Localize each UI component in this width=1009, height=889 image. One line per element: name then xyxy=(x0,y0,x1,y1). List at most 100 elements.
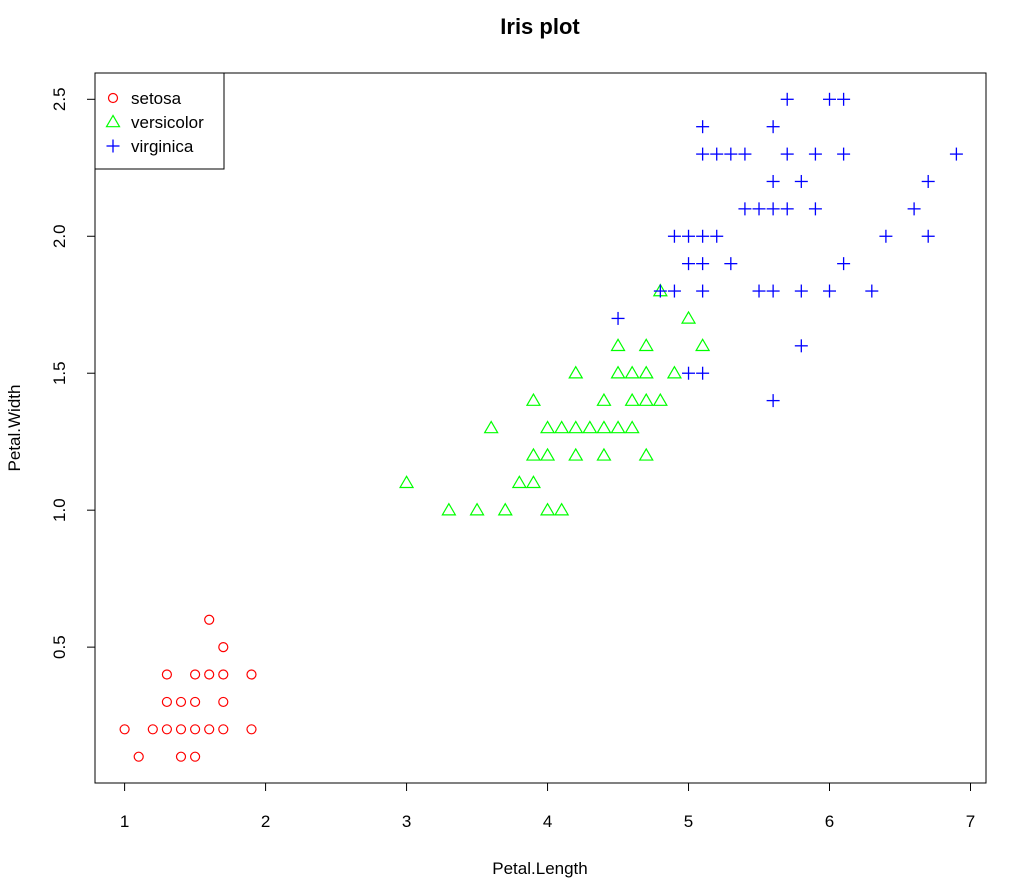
virginica-point xyxy=(724,257,738,271)
versicolor-point xyxy=(638,392,654,406)
versicolor-point xyxy=(540,502,556,516)
versicolor-point xyxy=(680,310,697,324)
versicolor-point xyxy=(624,365,640,379)
virginica-point xyxy=(766,174,780,188)
virginica-point xyxy=(823,92,837,106)
setosa-point xyxy=(189,751,201,762)
versicolor-point xyxy=(610,338,626,352)
x-axis: 1 2 3 4 5 6 7 xyxy=(120,782,975,831)
versicolor-point xyxy=(624,392,640,406)
versicolor-point xyxy=(554,502,570,516)
legend: setosa versicolor virginica xyxy=(94,72,225,170)
virginica-point xyxy=(921,174,935,188)
legend-marker-virginica xyxy=(106,139,120,153)
versicolor-point xyxy=(638,447,654,461)
setosa-point xyxy=(189,669,201,680)
virginica-point xyxy=(696,257,710,271)
versicolor-point xyxy=(568,420,584,434)
setosa-point xyxy=(204,724,215,735)
virginica-point xyxy=(780,92,794,106)
virginica-point xyxy=(837,92,851,106)
virginica-point xyxy=(667,229,681,243)
x-tick-label: 6 xyxy=(825,812,834,831)
setosa-point xyxy=(175,751,187,762)
chart-title: Iris plot xyxy=(500,14,580,39)
virginica-point xyxy=(682,229,696,243)
legend-marker-versicolor xyxy=(105,114,121,128)
virginica-point xyxy=(738,202,752,216)
versicolor-point xyxy=(525,475,541,489)
x-tick-label: 1 xyxy=(120,812,129,831)
legend-label-setosa: setosa xyxy=(131,89,182,108)
setosa-point xyxy=(218,724,229,735)
versicolor-point xyxy=(540,447,556,461)
versicolor-point xyxy=(652,392,668,406)
y-tick-label: 1.5 xyxy=(50,361,69,385)
versicolor-point xyxy=(596,447,612,461)
y-tick-label: 1.0 xyxy=(50,498,69,522)
y-axis: 0.5 1.0 1.5 2.0 2.5 xyxy=(50,87,96,659)
versicolor-point xyxy=(525,392,541,406)
x-tick-label: 5 xyxy=(684,812,693,831)
legend-marker-setosa xyxy=(107,92,119,104)
versicolor-point xyxy=(638,365,654,379)
x-tick-label: 7 xyxy=(966,812,975,831)
virginica-point xyxy=(766,394,780,408)
virginica-point xyxy=(667,284,681,298)
virginica-point xyxy=(766,120,780,134)
setosa-point xyxy=(189,696,201,708)
y-axis-label: Petal.Width xyxy=(5,385,24,472)
virginica-point xyxy=(738,147,752,161)
versicolor-point xyxy=(568,447,584,461)
virginica-point xyxy=(879,229,893,243)
setosa-point xyxy=(218,669,229,680)
virginica-point xyxy=(907,202,921,216)
versicolor-point xyxy=(582,420,598,434)
versicolor-point xyxy=(399,475,415,489)
virginica-point xyxy=(710,229,724,243)
virginica-point xyxy=(794,284,808,298)
versicolor-point xyxy=(596,420,612,434)
setosa-point xyxy=(246,724,257,735)
setosa-point xyxy=(161,696,173,708)
legend-label-versicolor: versicolor xyxy=(131,113,204,132)
virginica-point xyxy=(653,284,667,298)
versicolor-point xyxy=(511,475,527,489)
x-tick-label: 2 xyxy=(261,812,270,831)
legend-label-virginica: virginica xyxy=(131,137,194,156)
virginica-point xyxy=(794,174,808,188)
virginica-point xyxy=(808,202,822,216)
versicolor-point xyxy=(596,392,612,406)
versicolor-point xyxy=(540,420,556,434)
y-tick-label: 0.5 xyxy=(50,635,69,659)
virginica-point xyxy=(611,311,625,325)
virginica-point xyxy=(682,366,696,380)
virginica-point xyxy=(766,202,780,216)
setosa-point xyxy=(161,724,173,735)
virginica-point xyxy=(766,284,780,298)
setosa-point xyxy=(204,614,215,625)
setosa-point xyxy=(218,696,229,708)
versicolor-point xyxy=(483,420,499,434)
virginica-point xyxy=(808,147,822,161)
virginica-point xyxy=(949,147,963,161)
virginica-point xyxy=(865,284,879,298)
versicolor-point xyxy=(624,420,640,434)
versicolor-point xyxy=(610,420,626,434)
versicolor-point xyxy=(666,365,682,379)
y-tick-label: 2.0 xyxy=(50,224,69,248)
plot-frame xyxy=(94,72,987,784)
virginica-point xyxy=(794,339,808,353)
setosa-point xyxy=(147,724,158,735)
versicolor-point xyxy=(568,365,584,379)
setosa-point xyxy=(133,751,144,762)
virginica-point xyxy=(710,147,724,161)
setosa-point xyxy=(246,669,257,680)
virginica-point xyxy=(823,284,837,298)
versicolor-point xyxy=(525,447,541,461)
versicolor-point xyxy=(497,502,513,516)
virginica-point xyxy=(696,120,710,134)
setosa-point xyxy=(204,669,215,680)
setosa-point xyxy=(119,724,130,735)
